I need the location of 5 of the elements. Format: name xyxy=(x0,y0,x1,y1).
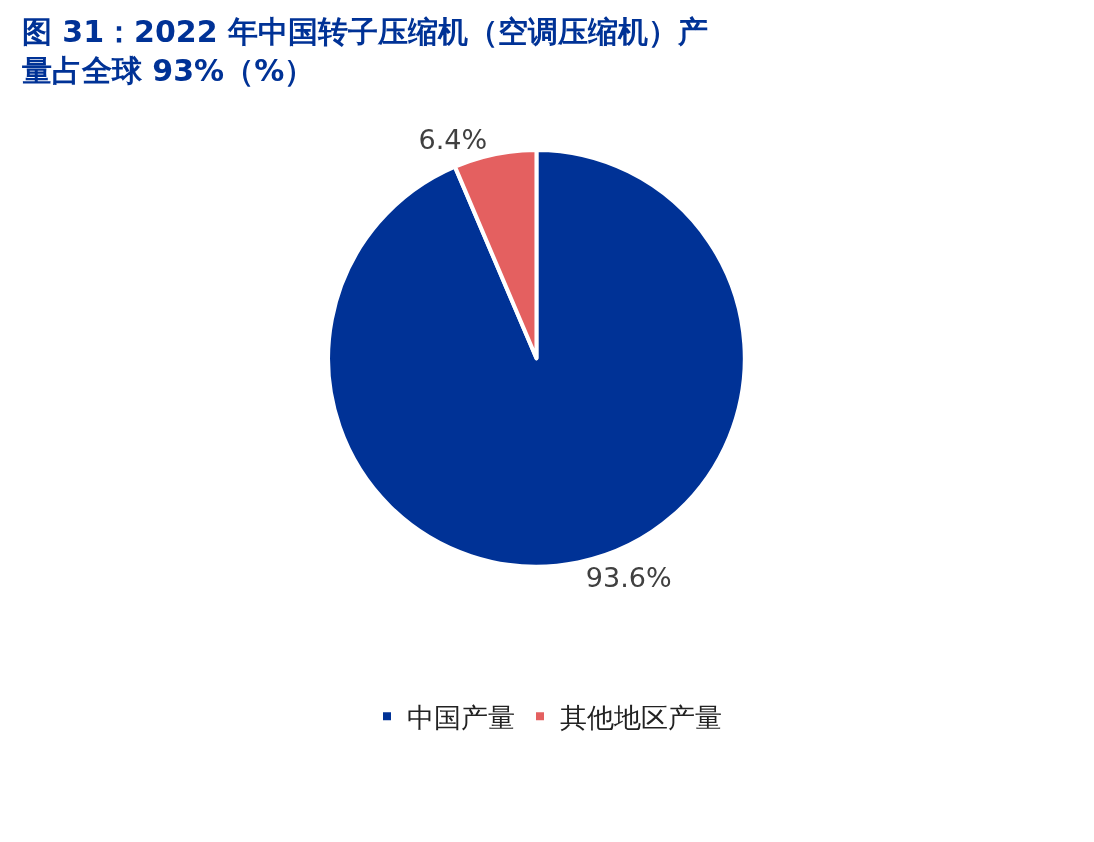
legend-label: 中国产量 xyxy=(407,701,515,733)
chart-title: 图 31：2022 年中国转子压缩机（空调压缩机）产量占全球 93%（%） xyxy=(21,14,709,89)
data-label: 93.6% xyxy=(585,561,672,593)
legend-label: 其他地区产量 xyxy=(560,701,722,733)
data-label: 6.4% xyxy=(418,123,488,155)
